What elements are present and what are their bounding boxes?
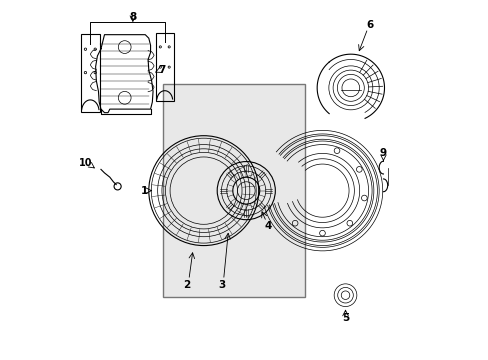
Bar bbox=[156, 33, 173, 101]
Text: 4: 4 bbox=[264, 221, 272, 231]
Text: 2: 2 bbox=[183, 280, 190, 289]
Bar bbox=[81, 33, 100, 112]
Text: 10: 10 bbox=[79, 158, 92, 168]
Text: 1: 1 bbox=[141, 186, 148, 195]
Text: 5: 5 bbox=[341, 313, 348, 323]
Text: 6: 6 bbox=[366, 20, 373, 30]
Text: 8: 8 bbox=[129, 12, 136, 22]
Bar bbox=[163, 84, 304, 297]
Text: 9: 9 bbox=[379, 148, 386, 158]
Text: 3: 3 bbox=[217, 280, 224, 289]
Text: 7: 7 bbox=[158, 65, 165, 75]
